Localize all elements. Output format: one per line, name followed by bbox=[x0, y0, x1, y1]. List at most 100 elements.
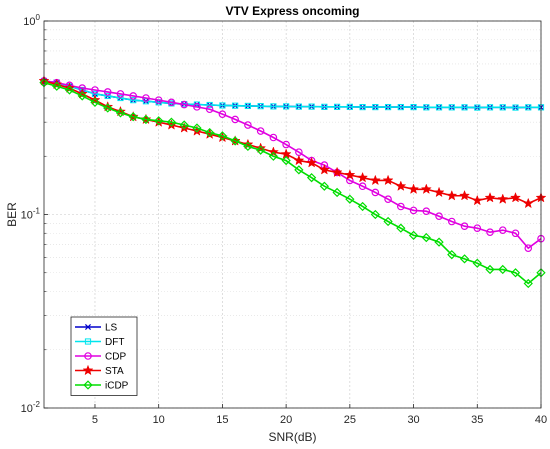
data-point-icdp bbox=[268, 151, 279, 161]
data-point-icdp bbox=[408, 230, 419, 241]
data-point-dft bbox=[308, 103, 315, 110]
data-point-cdp bbox=[142, 94, 150, 102]
data-point-cdp bbox=[116, 90, 125, 98]
data-point-dft bbox=[232, 102, 239, 109]
data-point-dft bbox=[321, 103, 328, 110]
data-point-dft bbox=[244, 102, 251, 110]
data-point-icdp bbox=[141, 114, 151, 125]
axis-ticks: 5 10 15 20 25 30 35 40 100 10-1 10-2 bbox=[21, 13, 548, 426]
data-point-icdp bbox=[230, 136, 240, 146]
data-point-icdp bbox=[179, 120, 189, 130]
data-point-icdp bbox=[345, 194, 355, 204]
legend-label-cdp: CDP bbox=[105, 352, 126, 363]
data-point-cdp bbox=[91, 86, 99, 94]
data-point-dft bbox=[219, 102, 226, 109]
series-icdp bbox=[39, 78, 546, 289]
data-point-icdp bbox=[52, 81, 62, 91]
data-point-sta bbox=[471, 194, 483, 206]
data-point-icdp bbox=[485, 264, 495, 275]
data-point-icdp bbox=[243, 141, 253, 152]
data-point-icdp bbox=[498, 264, 508, 275]
y-tick-label: 10-2 bbox=[21, 400, 41, 415]
data-point-sta bbox=[484, 191, 496, 203]
x-tick-label: 30 bbox=[407, 414, 419, 426]
legend-marker-icdp bbox=[83, 380, 93, 390]
data-point-icdp bbox=[205, 127, 215, 138]
data-point-cdp bbox=[358, 182, 367, 191]
data-point-cdp bbox=[103, 88, 112, 96]
data-point-icdp bbox=[306, 173, 317, 183]
y-tick-label: 100 bbox=[23, 13, 40, 28]
data-point-cdp bbox=[486, 228, 494, 237]
data-point-sta bbox=[318, 164, 330, 175]
data-point-cdp bbox=[167, 98, 176, 107]
data-point-cdp bbox=[409, 206, 418, 215]
data-point-dft bbox=[448, 104, 455, 111]
data-point-icdp bbox=[434, 237, 444, 247]
data-point-cdp bbox=[397, 202, 405, 211]
legend: LS DFT CDP STA iCDP bbox=[70, 316, 138, 396]
data-point-cdp bbox=[511, 229, 520, 238]
data-point-icdp bbox=[115, 108, 126, 118]
data-point-cdp bbox=[193, 103, 201, 111]
data-point-cdp bbox=[498, 226, 507, 234]
data-point-dft bbox=[283, 103, 290, 110]
data-point-sta bbox=[369, 174, 381, 186]
x-tick-label: 35 bbox=[471, 414, 483, 426]
data-point-dft bbox=[104, 92, 111, 100]
data-point-icdp bbox=[294, 165, 304, 175]
data-point-icdp bbox=[472, 258, 482, 268]
data-point-cdp bbox=[269, 133, 278, 142]
data-point-dft bbox=[499, 104, 506, 111]
data-point-cdp bbox=[460, 222, 469, 231]
data-point-sta bbox=[522, 197, 534, 209]
data-point-icdp bbox=[383, 216, 393, 227]
data-point-icdp bbox=[154, 116, 164, 126]
legend-entry-icdp: iCDP bbox=[75, 380, 129, 392]
legend-label-dft: DFT bbox=[105, 337, 124, 348]
data-point-dft bbox=[334, 103, 341, 110]
chart-title: VTV Express oncoming bbox=[225, 4, 359, 18]
data-point-dft bbox=[474, 104, 481, 111]
x-axis-label: SNR(dB) bbox=[268, 430, 316, 444]
legend-label-icdp: iCDP bbox=[105, 381, 129, 392]
legend-marker-sta bbox=[82, 364, 94, 376]
data-point-sta bbox=[497, 193, 509, 204]
data-point-icdp bbox=[396, 223, 406, 233]
data-point-cdp bbox=[524, 244, 533, 252]
data-point-icdp bbox=[370, 209, 380, 220]
series-line-dft bbox=[43, 80, 541, 109]
data-point-cdp bbox=[218, 110, 227, 118]
data-point-cdp bbox=[384, 195, 392, 203]
series-sta bbox=[38, 75, 547, 209]
data-point-dft bbox=[117, 94, 124, 102]
data-point-dft bbox=[512, 104, 519, 111]
data-point-cdp bbox=[435, 212, 443, 220]
data-point-icdp bbox=[255, 145, 266, 155]
legend-label-sta: STA bbox=[105, 366, 124, 377]
data-point-sta bbox=[433, 186, 445, 198]
data-point-cdp bbox=[154, 96, 163, 104]
legend-entry-sta: STA bbox=[75, 364, 124, 377]
data-point-dft bbox=[461, 104, 468, 111]
data-point-icdp bbox=[510, 268, 521, 278]
data-point-icdp bbox=[77, 91, 87, 101]
data-point-cdp bbox=[371, 188, 380, 197]
data-point-cdp bbox=[231, 115, 239, 124]
data-point-icdp bbox=[281, 155, 291, 166]
data-point-dft bbox=[359, 103, 366, 111]
y-tick-label: 10-1 bbox=[21, 207, 41, 222]
data-point-icdp bbox=[319, 181, 330, 191]
data-point-cdp bbox=[205, 105, 214, 114]
data-point-icdp bbox=[217, 131, 228, 141]
data-point-dft bbox=[397, 103, 404, 111]
data-point-sta bbox=[395, 180, 407, 191]
legend-entry-dft: DFT bbox=[75, 337, 124, 348]
x-tick-label: 40 bbox=[535, 414, 547, 426]
data-point-sta bbox=[102, 101, 114, 112]
series-cdp bbox=[40, 77, 545, 252]
data-point-icdp bbox=[447, 250, 457, 260]
data-point-cdp bbox=[422, 207, 431, 216]
x-tick-label: 25 bbox=[344, 414, 356, 426]
legend-marker-dft bbox=[84, 338, 92, 345]
